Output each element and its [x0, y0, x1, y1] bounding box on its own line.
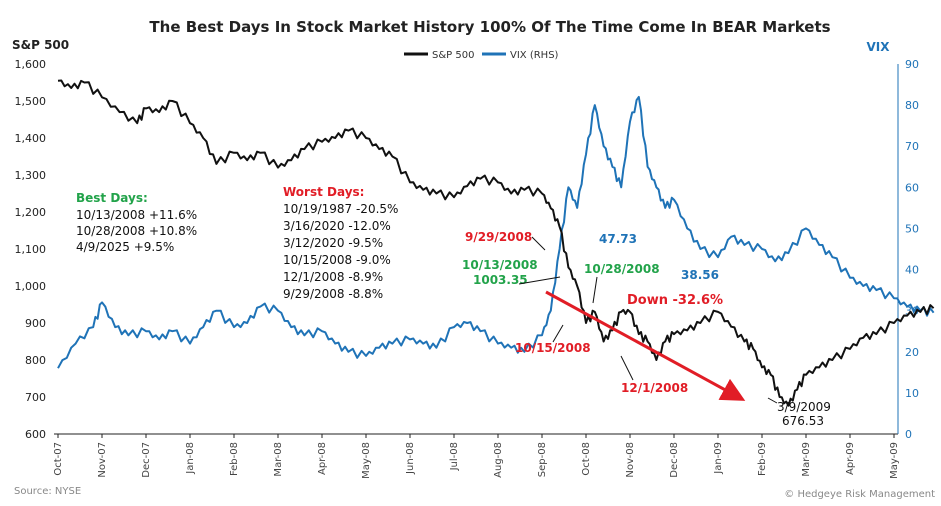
x-tick-label: Oct-07 — [53, 442, 64, 476]
x-tick-label: Mar-09 — [801, 442, 812, 477]
copyright-note: © Hedgeye Risk Management — [784, 489, 935, 500]
y-left-axis-title: S&P 500 — [12, 38, 69, 52]
label-9-29-2008: 9/29/2008 — [465, 230, 532, 244]
x-tick-label: Feb-09 — [757, 442, 768, 476]
decline-arrow — [545, 290, 746, 401]
y-left-ticks: 600 700 800 900 1,000 1,100 1,200 1,300 1,400 1,5… — [15, 58, 47, 441]
label-vix-38-56: 38.56 — [681, 268, 719, 282]
label-10-13-2008: 10/13/2008 — [462, 258, 538, 272]
best-day-3: 4/9/2025 +9.5% — [76, 240, 174, 254]
source-note: Source: NYSE — [14, 486, 81, 497]
worst-days-title: Worst Days: — [283, 185, 364, 199]
label-10-15-2008: 10/15/2008 — [515, 341, 591, 355]
series-line-sp500 — [57, 79, 935, 407]
y-right-tick-label: 80 — [905, 99, 919, 112]
y-right-tick-label: 0 — [905, 428, 912, 441]
x-tick-label: Dec-07 — [141, 442, 152, 478]
x-tick-label: Dec-08 — [669, 442, 680, 478]
label-3-9-2009-value: 676.53 — [782, 414, 824, 428]
label-10-13-2008-value: 1003.35 — [473, 273, 528, 287]
y-left-tick-label: 1,300 — [15, 169, 47, 182]
y-left-tick-label: 700 — [25, 391, 46, 404]
y-left-tick-label: 1,500 — [15, 95, 47, 108]
y-left-tick-label: 1,400 — [15, 132, 47, 145]
x-tick-label: Apr-09 — [845, 442, 856, 475]
y-left-tick-label: 800 — [25, 354, 46, 367]
point-labels: 9/29/2008 10/13/2008 1003.35 10/28/2008 … — [462, 230, 831, 428]
y-left-tick-label: 900 — [25, 317, 46, 330]
label-12-1-2008: 12/1/2008 — [621, 381, 688, 395]
leader-10-28-2008 — [592, 276, 598, 304]
y-left-tick-label: 1,600 — [15, 58, 47, 71]
series-line-vix — [57, 95, 935, 369]
best-day-2: 10/28/2008 +10.8% — [76, 224, 197, 238]
y-left-tick-label: 1,200 — [15, 206, 47, 219]
x-tick-label: Nov-07 — [97, 442, 108, 478]
legend-label-sp500: S&P 500 — [432, 50, 474, 61]
y-right-tick-label: 50 — [905, 222, 919, 235]
y-right-tick-label: 10 — [905, 387, 919, 400]
leader-10-13-2008 — [518, 276, 561, 285]
chart-title: The Best Days In Stock Market History 10… — [149, 18, 830, 36]
y-right-tick-label: 90 — [905, 58, 919, 71]
y-left-tick-label: 1,000 — [15, 280, 47, 293]
leader-3-9-2009 — [767, 397, 778, 404]
worst-day-6: 9/29/2008 -8.8% — [283, 287, 383, 301]
leader-9-29-2008 — [531, 236, 546, 251]
worst-day-3: 3/12/2020 -9.5% — [283, 236, 383, 250]
x-tick-label: Jan-08 — [185, 442, 196, 475]
y-right-tick-label: 70 — [905, 140, 919, 153]
best-day-1: 10/13/2008 +11.6% — [76, 208, 197, 222]
leader-10-15-2008 — [552, 324, 564, 343]
y-right-tick-label: 40 — [905, 264, 919, 277]
x-tick-label: Feb-08 — [229, 442, 240, 476]
y-right-tick-label: 60 — [905, 181, 919, 194]
legend: S&P 500 VIX (RHS) — [404, 50, 559, 61]
x-ticks: Oct-07 Nov-07 Dec-07 Jan-08 Feb-08 Mar-08 Apr-… — [53, 434, 900, 479]
x-tick-label: Jun-08 — [405, 442, 416, 475]
label-3-9-2009: 3/9/2009 — [777, 400, 831, 414]
y-right-tick-label: 20 — [905, 346, 919, 359]
best-days-title: Best Days: — [76, 191, 148, 205]
worst-day-4: 10/15/2008 -9.0% — [283, 253, 391, 267]
best-days-annotation: Best Days: 10/13/2008 +11.6% 10/28/2008 … — [76, 191, 197, 254]
worst-day-1: 10/19/1987 -20.5% — [283, 202, 398, 216]
x-tick-label: Apr-08 — [317, 442, 328, 475]
label-down-32-6: Down -32.6% — [627, 293, 723, 308]
worst-day-2: 3/16/2020 -12.0% — [283, 219, 391, 233]
x-tick-label: May-09 — [889, 442, 900, 479]
x-tick-label: Sep-08 — [537, 442, 548, 477]
x-tick-label: May-08 — [361, 442, 372, 479]
legend-label-vix: VIX (RHS) — [510, 50, 559, 61]
x-tick-label: Nov-08 — [625, 442, 636, 478]
x-tick-label: Jan-09 — [713, 442, 724, 475]
x-tick-label: Jul-08 — [449, 442, 460, 471]
x-tick-label: Mar-08 — [273, 442, 284, 477]
label-vix-47-73: 47.73 — [599, 232, 637, 246]
worst-day-5: 12/1/2008 -8.9% — [283, 270, 383, 284]
y-left-tick-label: 1,100 — [15, 243, 47, 256]
y-left-tick-label: 600 — [25, 428, 46, 441]
y-right-axis-title: VIX — [866, 40, 890, 54]
x-tick-label: Aug-08 — [493, 442, 504, 478]
worst-days-annotation: Worst Days: 10/19/1987 -20.5% 3/16/2020 … — [283, 185, 398, 301]
label-10-28-2008: 10/28/2008 — [584, 262, 660, 276]
leader-12-1-2008 — [620, 355, 634, 381]
x-tick-label: Oct-08 — [581, 442, 592, 476]
